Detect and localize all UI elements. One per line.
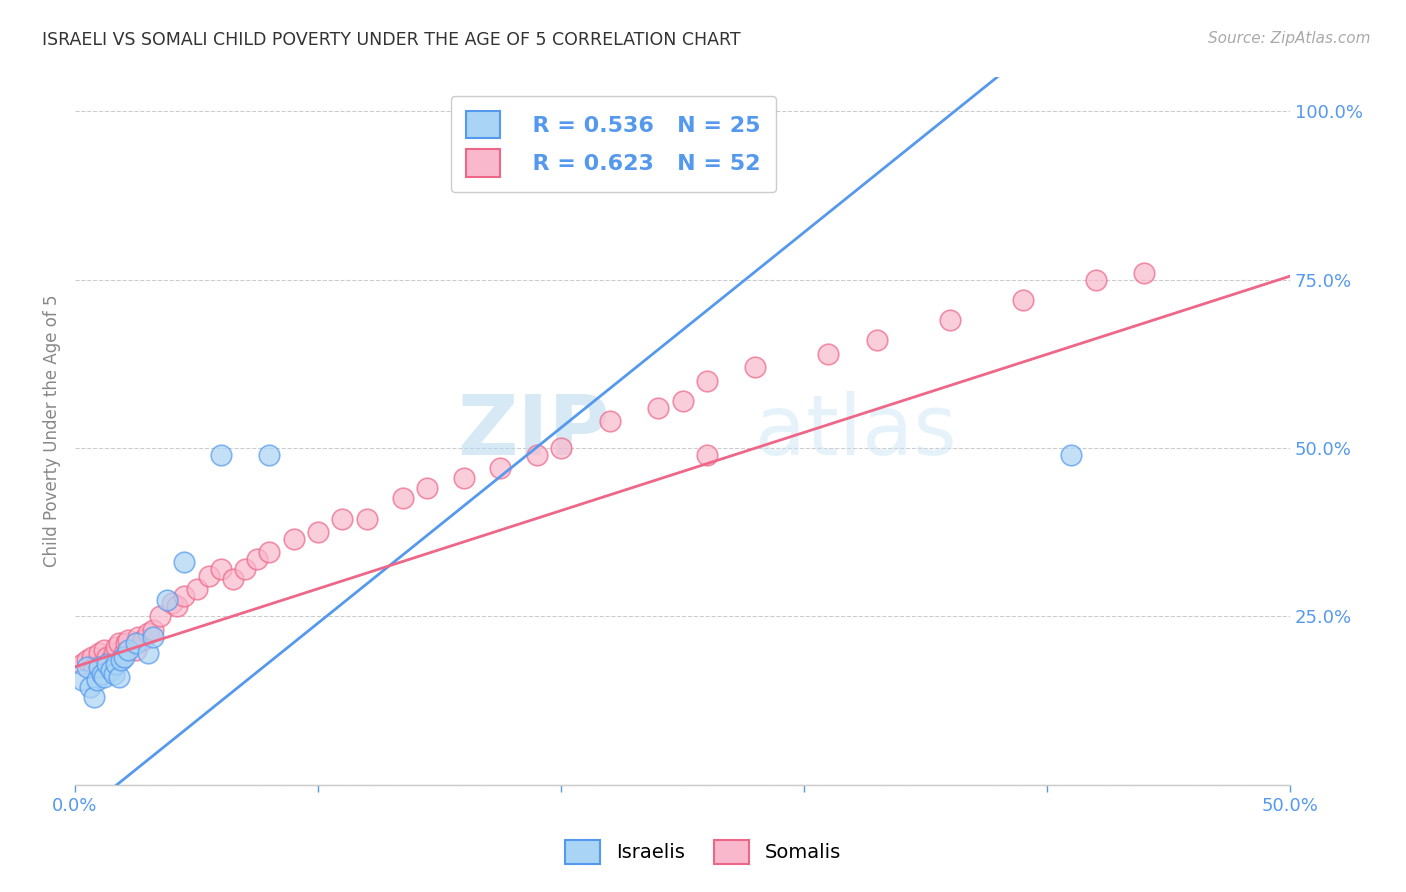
Point xyxy=(86,673,108,688)
Point xyxy=(112,647,135,661)
Point xyxy=(696,448,718,462)
Point xyxy=(209,448,232,462)
Point xyxy=(330,511,353,525)
Point xyxy=(90,666,112,681)
Point xyxy=(72,673,94,688)
Point xyxy=(93,643,115,657)
Point xyxy=(89,647,111,661)
Point xyxy=(599,414,621,428)
Point xyxy=(453,111,475,125)
Point xyxy=(117,643,139,657)
Point xyxy=(416,481,439,495)
Point xyxy=(259,448,281,462)
Text: atlas: atlas xyxy=(755,391,957,472)
Point xyxy=(173,556,195,570)
Point xyxy=(117,632,139,647)
Text: ISRAELI VS SOMALI CHILD POVERTY UNDER THE AGE OF 5 CORRELATION CHART: ISRAELI VS SOMALI CHILD POVERTY UNDER TH… xyxy=(42,31,741,49)
Y-axis label: Child Poverty Under the Age of 5: Child Poverty Under the Age of 5 xyxy=(44,295,60,567)
Point xyxy=(107,636,129,650)
Point xyxy=(156,592,179,607)
Point xyxy=(173,589,195,603)
Point xyxy=(76,653,98,667)
Point xyxy=(489,461,512,475)
Point xyxy=(100,663,122,677)
Point xyxy=(100,653,122,667)
Point xyxy=(132,632,155,647)
Text: ZIP: ZIP xyxy=(457,391,610,472)
Legend: Israelis, Somalis: Israelis, Somalis xyxy=(555,830,851,873)
Point xyxy=(817,346,839,360)
Point xyxy=(259,545,281,559)
Point xyxy=(83,690,105,705)
Point xyxy=(696,374,718,388)
Point xyxy=(939,313,962,327)
Point xyxy=(550,441,572,455)
Point xyxy=(647,401,669,415)
Point xyxy=(671,393,693,408)
Point xyxy=(149,609,172,624)
Point xyxy=(105,640,128,654)
Point xyxy=(1060,448,1083,462)
Point xyxy=(103,647,125,661)
Point xyxy=(96,657,118,671)
Point xyxy=(103,666,125,681)
Point xyxy=(125,643,148,657)
Point xyxy=(115,636,138,650)
Point xyxy=(1133,266,1156,280)
Point xyxy=(356,511,378,525)
Legend:   R = 0.536   N = 25,   R = 0.623   N = 52: R = 0.536 N = 25, R = 0.623 N = 52 xyxy=(450,95,776,192)
Point xyxy=(79,680,101,694)
Point xyxy=(246,552,269,566)
Point xyxy=(392,491,415,506)
Point xyxy=(136,647,159,661)
Point xyxy=(110,653,132,667)
Point xyxy=(866,333,889,347)
Point xyxy=(166,599,188,614)
Point xyxy=(76,660,98,674)
Point xyxy=(307,525,329,540)
Point xyxy=(233,562,256,576)
Text: Source: ZipAtlas.com: Source: ZipAtlas.com xyxy=(1208,31,1371,46)
Point xyxy=(142,630,165,644)
Point xyxy=(127,630,149,644)
Point xyxy=(107,670,129,684)
Point xyxy=(89,660,111,674)
Point xyxy=(1011,293,1033,307)
Point xyxy=(222,572,245,586)
Point xyxy=(136,626,159,640)
Point xyxy=(526,448,548,462)
Point xyxy=(283,532,305,546)
Point xyxy=(83,660,105,674)
Point xyxy=(453,471,475,485)
Point xyxy=(186,582,208,597)
Point xyxy=(160,596,183,610)
Point xyxy=(96,649,118,664)
Point xyxy=(197,569,219,583)
Point xyxy=(93,670,115,684)
Point xyxy=(72,657,94,671)
Point xyxy=(209,562,232,576)
Point xyxy=(744,360,766,375)
Point xyxy=(1084,272,1107,286)
Point xyxy=(125,636,148,650)
Point xyxy=(142,623,165,637)
Point xyxy=(112,649,135,664)
Point xyxy=(80,649,103,664)
Point xyxy=(105,657,128,671)
